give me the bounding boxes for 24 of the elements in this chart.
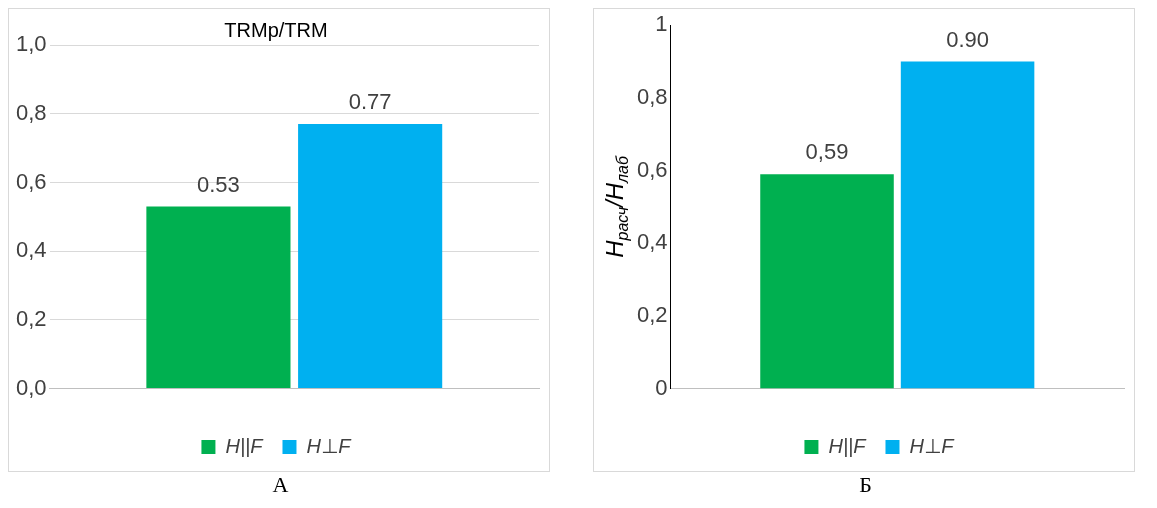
y-axis-title: Hрасч/Hлаб	[600, 155, 632, 258]
y-tick-label: 0,8	[636, 83, 668, 109]
legend-label: H||F	[225, 434, 265, 457]
y-tick-label: 0,2	[15, 305, 47, 331]
y-tick-label: 0,2	[636, 301, 668, 327]
y-tick-label: 1	[655, 11, 668, 37]
data-label: 0.77	[348, 89, 392, 115]
y-tick-label: 0,4	[15, 237, 47, 263]
data-label: 0.53	[197, 171, 240, 197]
legend-label: H⊥F	[909, 434, 956, 457]
chart-title: TRMp/TRM	[224, 18, 328, 41]
y-tick-label: 0,0	[15, 374, 47, 400]
legend-label: H||F	[828, 434, 868, 457]
text: Б	[858, 472, 873, 498]
text: А	[271, 472, 290, 498]
y-tick-label: 0	[655, 374, 668, 400]
data-label: 0,59	[805, 139, 849, 165]
legend-label: H⊥F	[306, 434, 353, 457]
y-tick-label: 0,8	[15, 99, 47, 125]
y-tick-label: 0,6	[636, 156, 668, 182]
y-tick-label: 1,0	[15, 31, 47, 57]
data-label: 0.90	[946, 26, 989, 52]
y-tick-label: 0,6	[15, 168, 47, 194]
y-tick-label: 0,4	[636, 229, 668, 255]
